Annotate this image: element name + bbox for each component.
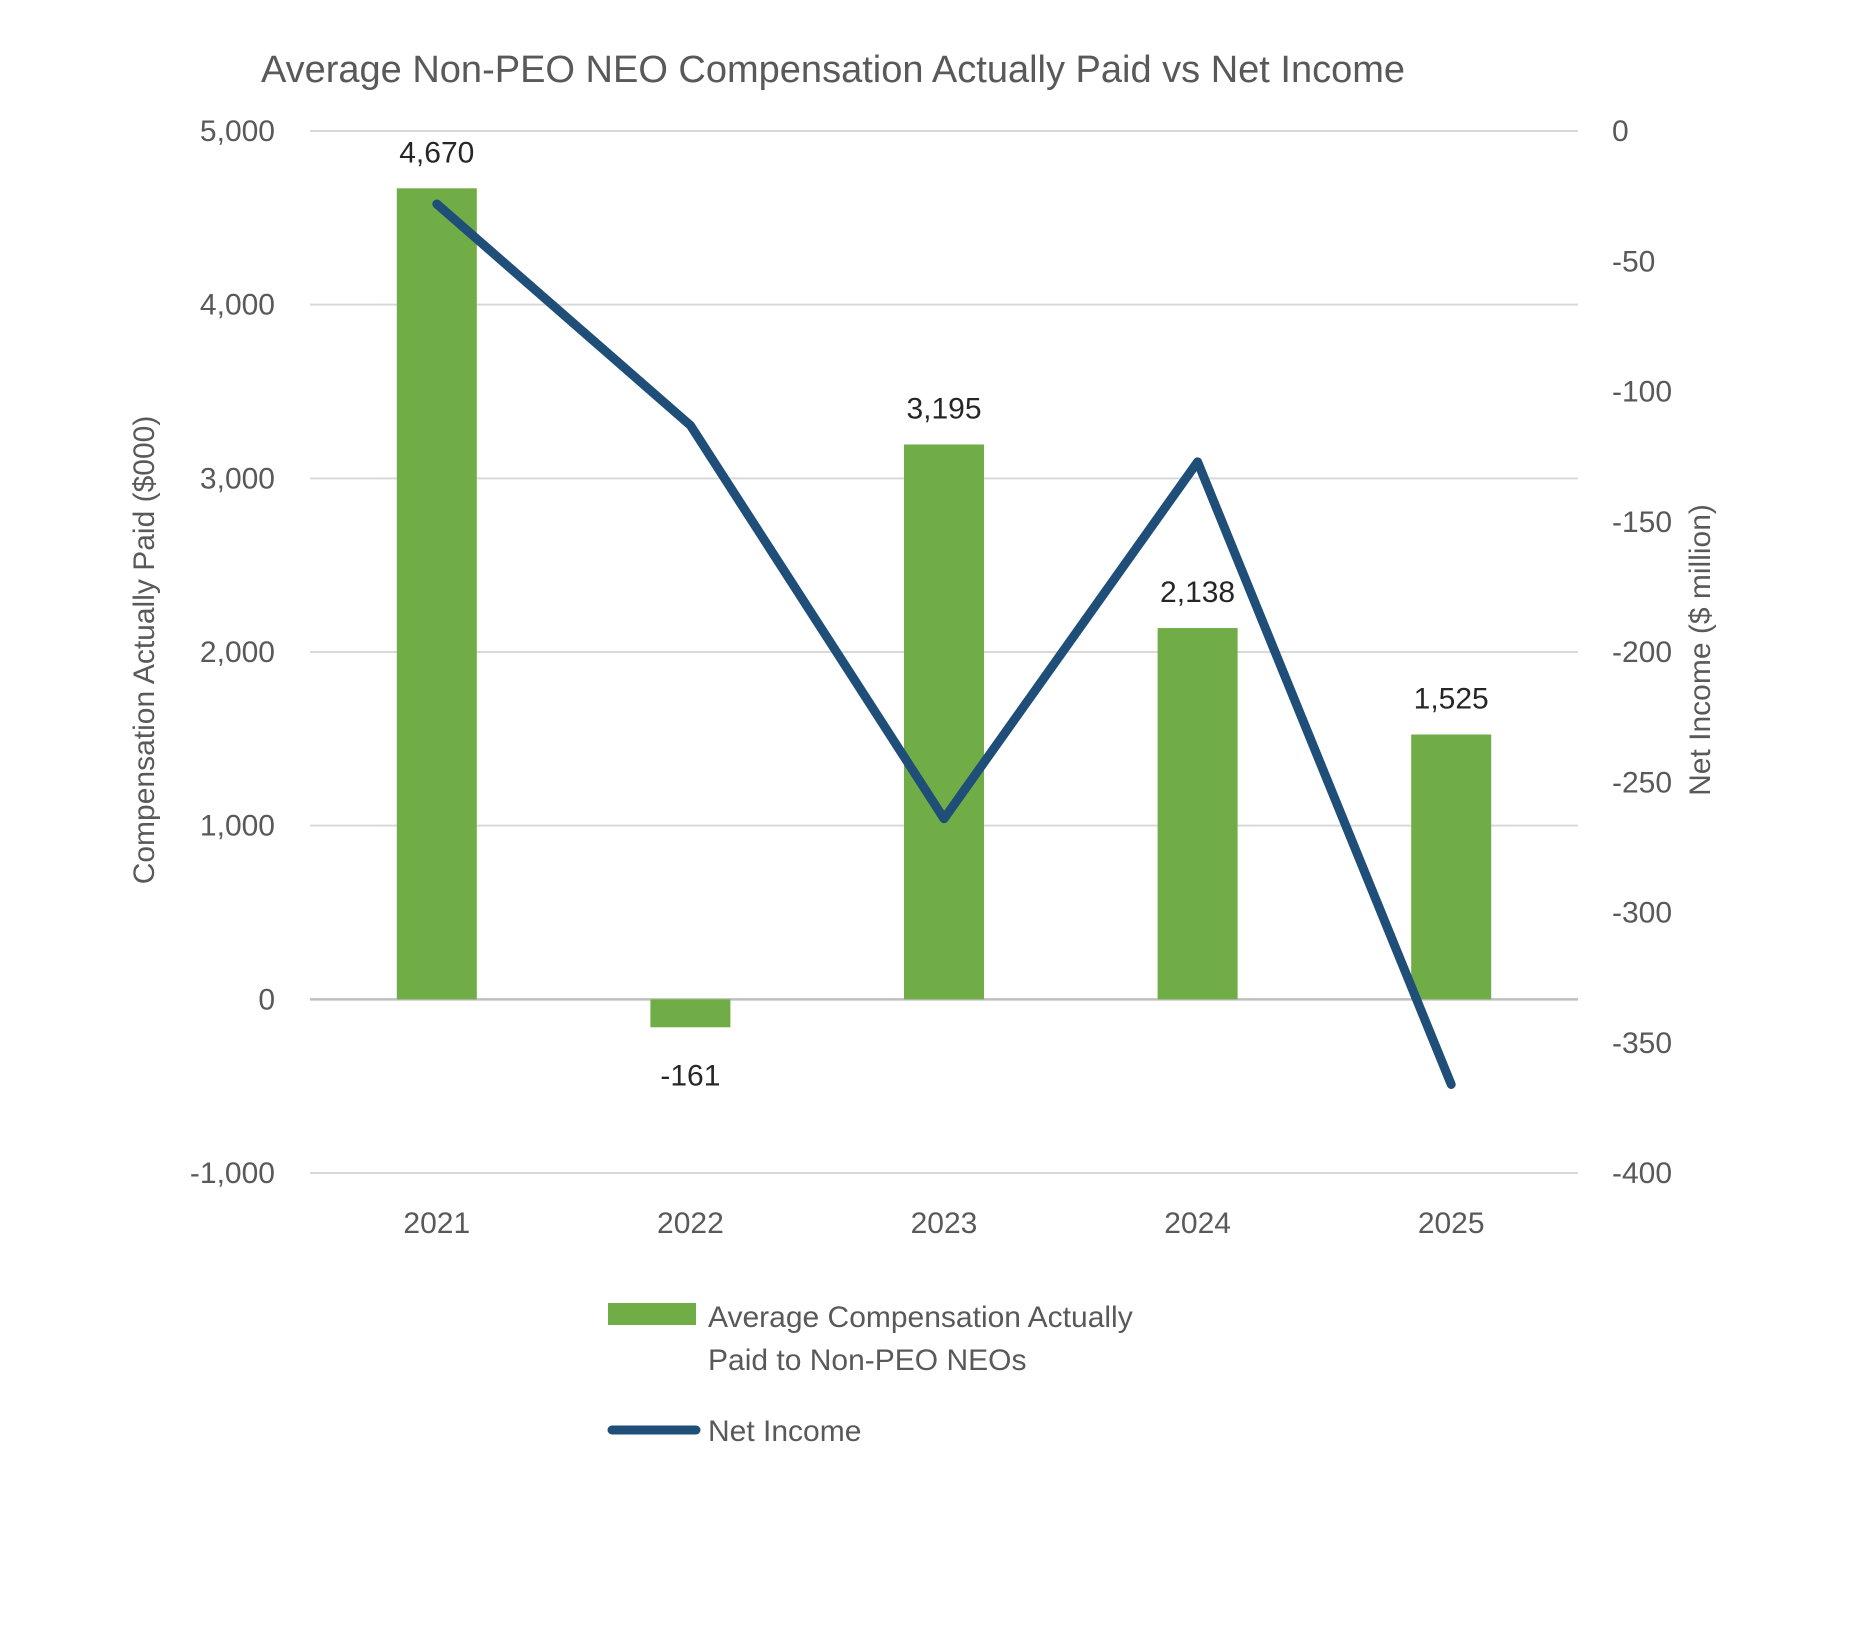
left-tick-label: 5,000 <box>200 115 275 148</box>
bar-series <box>396 188 1492 1028</box>
left-tick-label: -1,000 <box>190 1157 275 1190</box>
right-tick-label: -250 <box>1612 766 1672 799</box>
bar-data-labels: 4,670 -161 3,195 2,138 1,525 <box>399 136 1488 1092</box>
right-tick-label: -200 <box>1612 636 1672 669</box>
legend: Average Compensation Actually Paid to No… <box>607 1301 1133 1448</box>
data-label: 2,138 <box>1160 576 1235 609</box>
bar <box>1411 734 1492 1000</box>
right-tick-label: -50 <box>1612 245 1655 278</box>
net-income-line <box>432 199 1456 1089</box>
left-tick-label: 4,000 <box>200 289 275 322</box>
right-tick-label: -300 <box>1612 897 1672 930</box>
left-tick-label: 3,000 <box>200 462 275 495</box>
legend-bar-swatch <box>608 1303 696 1325</box>
data-label: 4,670 <box>399 136 474 169</box>
bar <box>650 999 731 1028</box>
right-tick-label: 0 <box>1612 115 1629 148</box>
right-tick-label: -150 <box>1612 506 1672 539</box>
left-axis-ticks: 5,000 4,000 3,000 2,000 1,000 0 -1,000 <box>190 115 275 1190</box>
bar <box>904 444 984 1000</box>
legend-bar-label-line1: Average Compensation Actually <box>708 1301 1133 1334</box>
x-tick-label: 2022 <box>657 1207 724 1240</box>
x-tick-label: 2025 <box>1418 1207 1485 1240</box>
bar <box>396 188 477 1000</box>
left-tick-label: 0 <box>258 983 275 1016</box>
data-label: 3,195 <box>906 392 981 425</box>
right-tick-label: -100 <box>1612 376 1672 409</box>
legend-line-label: Net Income <box>708 1415 861 1448</box>
right-tick-label: -350 <box>1612 1027 1672 1060</box>
x-tick-label: 2023 <box>911 1207 978 1240</box>
left-tick-label: 2,000 <box>200 636 275 669</box>
right-axis-ticks: 0 -50 -100 -150 -200 -250 -300 -350 -400 <box>1612 115 1672 1190</box>
x-tick-label: 2024 <box>1164 1207 1231 1240</box>
x-axis-ticks: 2021 2022 2023 2024 2025 <box>403 1207 1484 1240</box>
data-label: -161 <box>660 1059 720 1092</box>
right-tick-label: -400 <box>1612 1157 1672 1190</box>
line-series <box>432 199 1456 1089</box>
bar <box>1157 628 1238 1000</box>
chart-title: Average Non-PEO NEO Compensation Actuall… <box>261 49 1405 91</box>
right-axis-title: Net Income ($ million) <box>1684 504 1717 796</box>
legend-bar-label-line2: Paid to Non-PEO NEOs <box>708 1344 1026 1377</box>
left-axis-title: Compensation Actually Paid ($000) <box>128 416 161 885</box>
left-tick-label: 1,000 <box>200 810 275 843</box>
data-label: 1,525 <box>1414 682 1489 715</box>
x-tick-label: 2021 <box>403 1207 470 1240</box>
